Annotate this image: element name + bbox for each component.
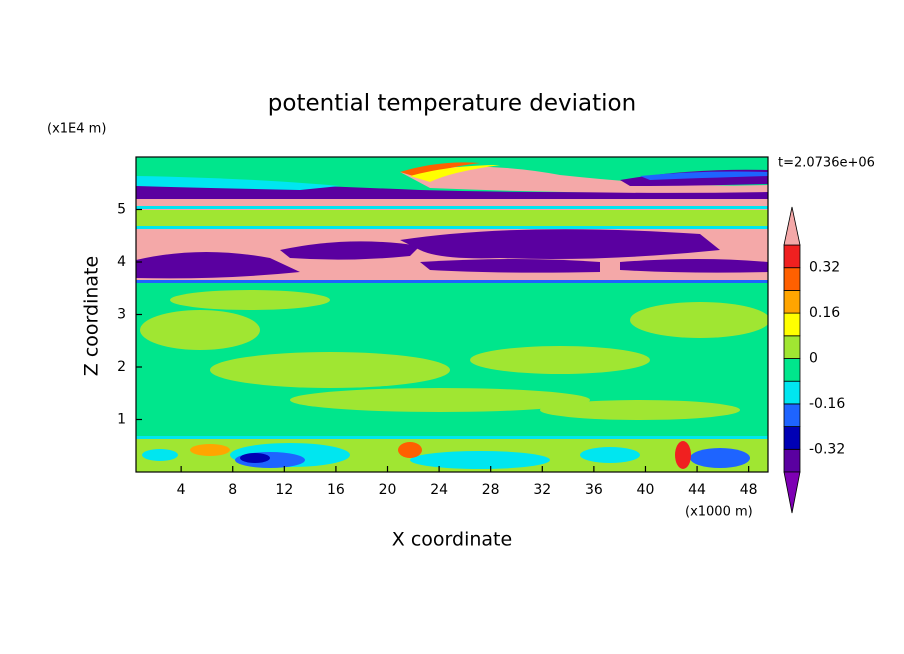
x-tick-label: 36 [585,482,603,498]
y-tick-label: 3 [117,307,126,323]
x-unit-label: (x1000 m) [685,505,753,520]
colorbar-box [783,244,801,269]
x-tick-label: 40 [637,482,655,498]
colorbar-label: -0.32 [809,441,845,457]
x-tick-label: 32 [533,482,551,498]
colorbar-box [783,267,801,291]
y-tick-label: 4 [117,254,126,270]
time-label: t=2.0736e+06 [778,156,875,171]
y-tick-label: 1 [117,412,126,428]
colorbar-label: -0.16 [809,396,845,412]
y-tick-label: 2 [117,359,126,375]
colorbar-box [783,448,801,473]
y-unit-label: (x1E4 m) [47,122,106,137]
colorbar-label: 0.16 [809,305,840,321]
x-tick-label: 20 [379,482,397,498]
colorbar-triangle [783,471,801,514]
colorbar-label: 0.32 [809,260,840,276]
colorbar-box [783,312,801,337]
x-tick-label: 28 [482,482,500,498]
chart-title: potential temperature deviation [268,91,636,117]
x-tick-label: 24 [430,482,448,498]
y-axis-label: Z coordinate [81,256,103,376]
x-tick-label: 4 [177,482,186,498]
colorbar-label: 0 [809,351,818,367]
x-axis-label: X coordinate [392,529,512,551]
colorbar-triangle [783,206,801,246]
colorbar-box [783,289,801,314]
colorbar-box [783,426,801,450]
x-tick-label: 48 [740,482,758,498]
colorbar-box [783,403,801,427]
contour-field [136,157,768,472]
y-tick-label: 5 [117,202,126,218]
x-tick-label: 8 [228,482,237,498]
x-tick-label: 16 [327,482,345,498]
x-tick-label: 12 [275,482,293,498]
colorbar-box [783,335,801,359]
x-tick-label: 44 [688,482,706,498]
colorbar-box [783,380,801,405]
colorbar-box [783,358,801,382]
